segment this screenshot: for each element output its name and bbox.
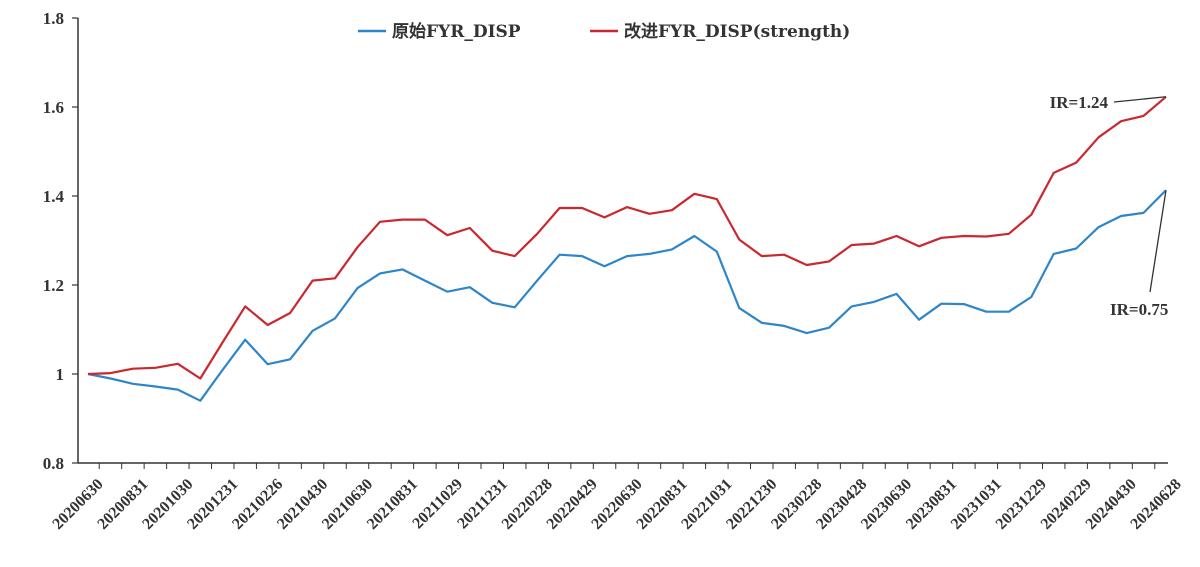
- legend: 原始FYR_DISP 改进FYR_DISP(strength): [358, 21, 850, 42]
- y-tick-label: 0.8: [43, 454, 64, 473]
- series-line-0: [87, 189, 1167, 402]
- annotations: IR=1.24 IR=0.75: [1050, 93, 1169, 319]
- y-tick-label: 1.8: [43, 9, 64, 28]
- series-lines: [87, 95, 1167, 402]
- annotation-label-0: IR=1.24: [1050, 93, 1109, 112]
- annotation-leader-1: [1149, 190, 1167, 293]
- y-tick-label: 1.4: [43, 187, 65, 206]
- y-tick-label: 1: [56, 365, 65, 384]
- y-tick-label: 1.6: [43, 98, 64, 117]
- series-line-1: [87, 95, 1167, 380]
- annotation-label-1: IR=0.75: [1110, 300, 1168, 319]
- legend-label-0: 原始FYR_DISP: [392, 21, 521, 42]
- y-tick-label: 1.2: [43, 276, 64, 295]
- axes: 0.811.21.41.61.8202006302020083120201030…: [43, 9, 1185, 533]
- annotation-leader-0: [1113, 96, 1167, 103]
- legend-label-1: 改进FYR_DISP(strength): [624, 21, 850, 42]
